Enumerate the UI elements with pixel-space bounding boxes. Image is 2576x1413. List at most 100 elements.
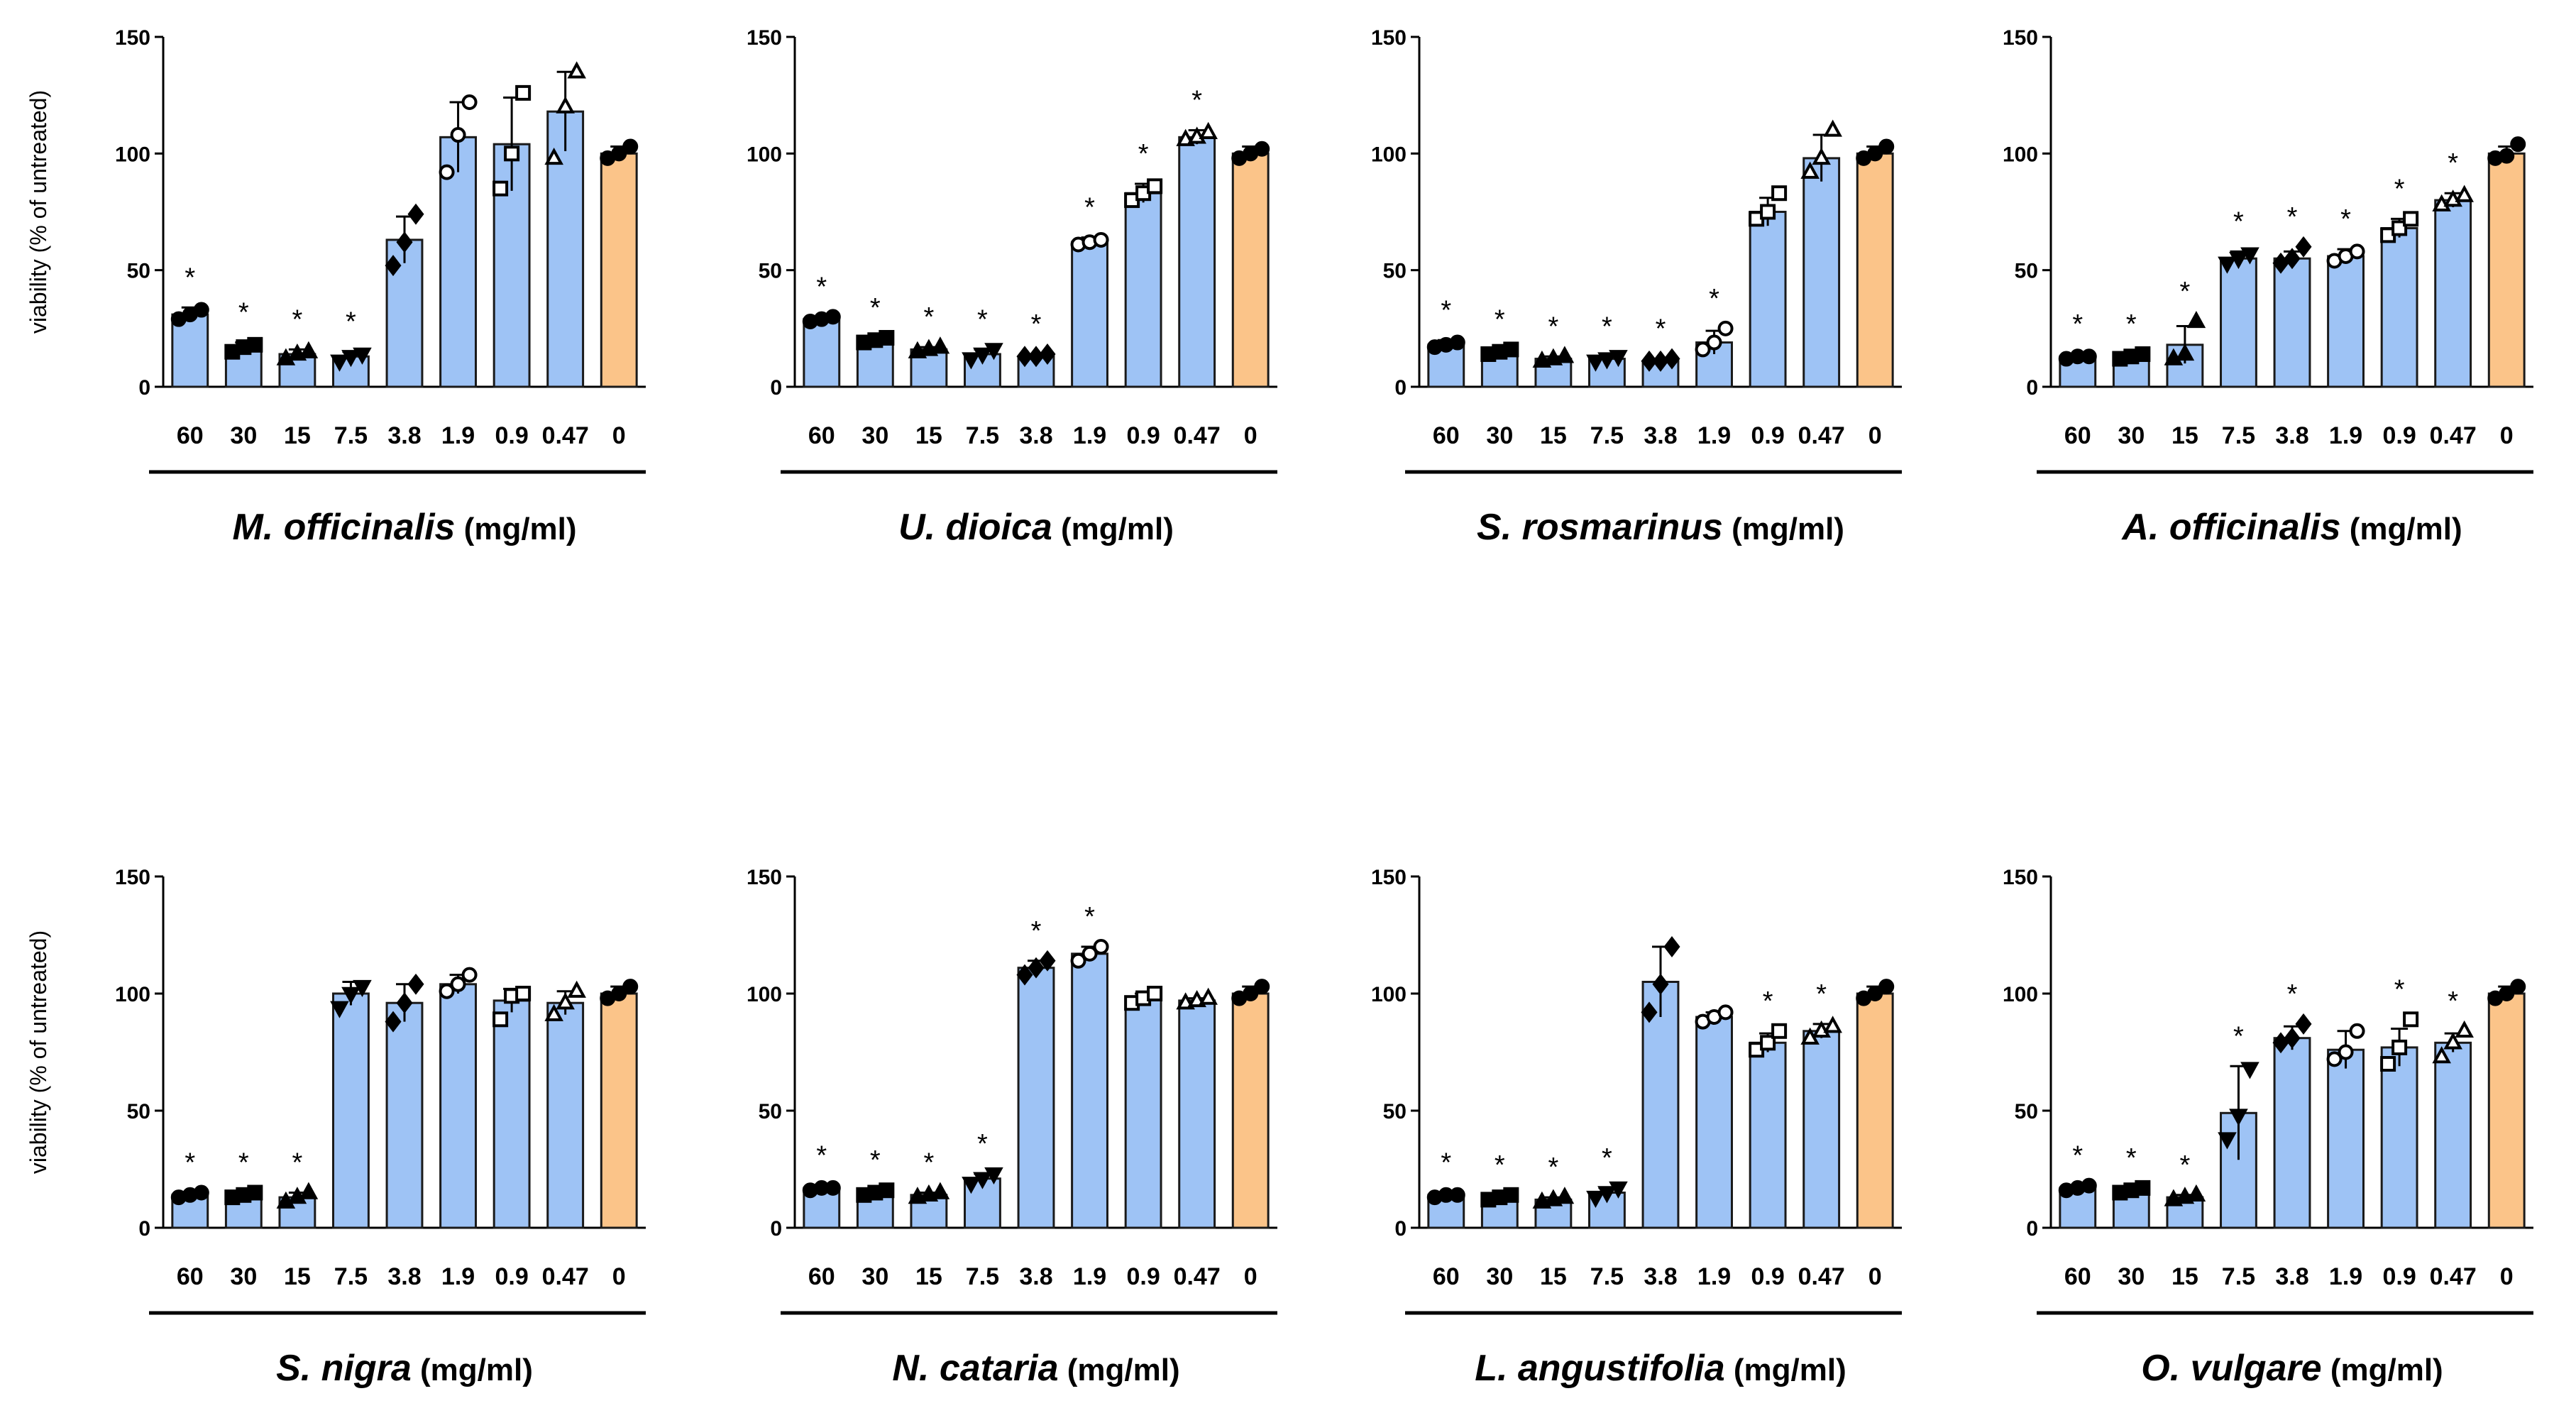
data-point (2443, 1032, 2462, 1050)
x-tick-label: 0.47 (2430, 422, 2477, 449)
x-tick-label: 60 (1433, 1263, 1460, 1290)
data-point (492, 180, 509, 197)
data-point (1812, 147, 1831, 165)
data-point (2510, 979, 2526, 995)
y-tick-label: 50 (759, 1100, 782, 1123)
unit-label: (mg/ml) (2322, 1353, 2443, 1387)
unit-label: (mg/ml) (1059, 1353, 1180, 1387)
data-point (2186, 1184, 2206, 1202)
data-point (611, 986, 627, 1001)
data-point (2272, 1032, 2289, 1054)
x-tick-label: 0 (1244, 1263, 1257, 1290)
significance-star: * (816, 272, 827, 302)
data-point (2499, 148, 2515, 164)
significance-star: * (1191, 85, 1202, 115)
x-tick-label: 0.47 (1798, 422, 1845, 449)
x-tick-label: 60 (808, 422, 835, 449)
data-point (2349, 243, 2365, 260)
x-tick-label: 0.9 (1751, 422, 1784, 449)
data-point (1878, 138, 1895, 155)
y-tick-label: 0 (1394, 376, 1407, 400)
chart-panel-a-officinalis: 0 50 100 150 * 60 * 30 * 15 * 7.5 * 3.8 * 1.9 * 0.9 * 0.47 0… (2003, 26, 2533, 548)
y-tick-label: 50 (1383, 260, 1407, 283)
data-point (2403, 1011, 2419, 1028)
data-point (1823, 1016, 1842, 1033)
bar (492, 999, 531, 1229)
data-point (1243, 986, 1259, 1001)
data-point (879, 1182, 895, 1199)
y-tick-label: 100 (747, 983, 782, 1006)
data-point (1878, 979, 1895, 995)
data-point (1641, 350, 1658, 372)
data-point (1081, 945, 1098, 962)
y-tick-label: 150 (2003, 866, 2038, 889)
x-tick-label: 7.5 (1590, 1263, 1624, 1290)
data-point (2081, 1177, 2097, 1194)
significance-star: * (1084, 902, 1095, 932)
data-point (825, 1180, 841, 1196)
chart-panel-l-angustifolia: 0 50 100 150 * 60 * 30 * 15 * 7.5 3.8 1.9 * 0.9 * 0.47 0 L.… (1371, 866, 1902, 1389)
data-point (962, 352, 981, 370)
data-point (1039, 343, 1056, 365)
significance-star: * (2287, 202, 2298, 232)
y-tick-label: 50 (127, 1100, 150, 1123)
y-tick-label: 100 (115, 143, 150, 166)
data-point (299, 341, 319, 358)
significance-star: * (346, 307, 356, 337)
x-tick-label: 7.5 (2222, 422, 2255, 449)
x-tick-label: 3.8 (2275, 1263, 2308, 1290)
data-point (2499, 986, 2515, 1001)
data-point (515, 986, 532, 1001)
data-point (2135, 1180, 2151, 1196)
significance-star: * (1548, 1153, 1558, 1182)
x-tick-label: 0 (1868, 422, 1882, 449)
panel-title: S. nigra (mg/ml) (276, 1348, 533, 1389)
unit-label: (mg/ml) (2341, 512, 2462, 546)
species-name: N. cataria (892, 1348, 1058, 1389)
data-point (984, 343, 1003, 361)
bar (1695, 1016, 1733, 1229)
data-point (1663, 348, 1680, 370)
significance-star: * (1602, 1143, 1612, 1173)
x-tick-label: 0.47 (1174, 1263, 1221, 1290)
significance-star: * (2394, 174, 2405, 204)
data-point (556, 96, 575, 114)
data-point (1039, 950, 1056, 972)
data-point (1695, 341, 1711, 358)
species-name: A. officinalis (2120, 507, 2340, 548)
significance-star: * (1709, 284, 1719, 314)
data-point (1597, 1186, 1617, 1204)
data-point (1070, 952, 1086, 969)
bar (1231, 152, 1270, 388)
data-point (247, 1184, 263, 1201)
x-tick-label: 30 (1486, 422, 1513, 449)
data-point (622, 138, 639, 155)
x-tick-label: 30 (230, 1263, 257, 1290)
x-tick-label: 0.9 (495, 422, 528, 449)
significance-star: * (1763, 986, 1773, 1016)
data-point (1586, 1190, 1605, 1209)
y-tick-label: 150 (115, 26, 150, 50)
y-tick-label: 100 (2003, 143, 2038, 166)
x-tick-label: 1.9 (441, 422, 475, 449)
data-point (1199, 987, 1218, 1005)
data-point (930, 336, 950, 354)
significance-star: * (2448, 148, 2458, 178)
x-tick-label: 0 (612, 422, 626, 449)
y-tick-label: 0 (770, 376, 782, 400)
x-tick-label: 7.5 (2222, 1263, 2255, 1290)
bar (1641, 981, 1680, 1229)
unit-label: (mg/ml) (455, 512, 576, 546)
x-tick-label: 1.9 (2329, 422, 2362, 449)
bar (1231, 992, 1270, 1229)
data-point (1586, 354, 1605, 372)
significance-star: * (816, 1141, 827, 1171)
x-tick-label: 60 (1433, 422, 1460, 449)
data-point (2443, 189, 2462, 207)
bar (439, 983, 477, 1229)
significance-star: * (238, 298, 249, 328)
x-tick-label: 0 (2500, 422, 2514, 449)
significance-star: * (185, 1148, 195, 1178)
x-tick-label: 15 (284, 1263, 311, 1290)
